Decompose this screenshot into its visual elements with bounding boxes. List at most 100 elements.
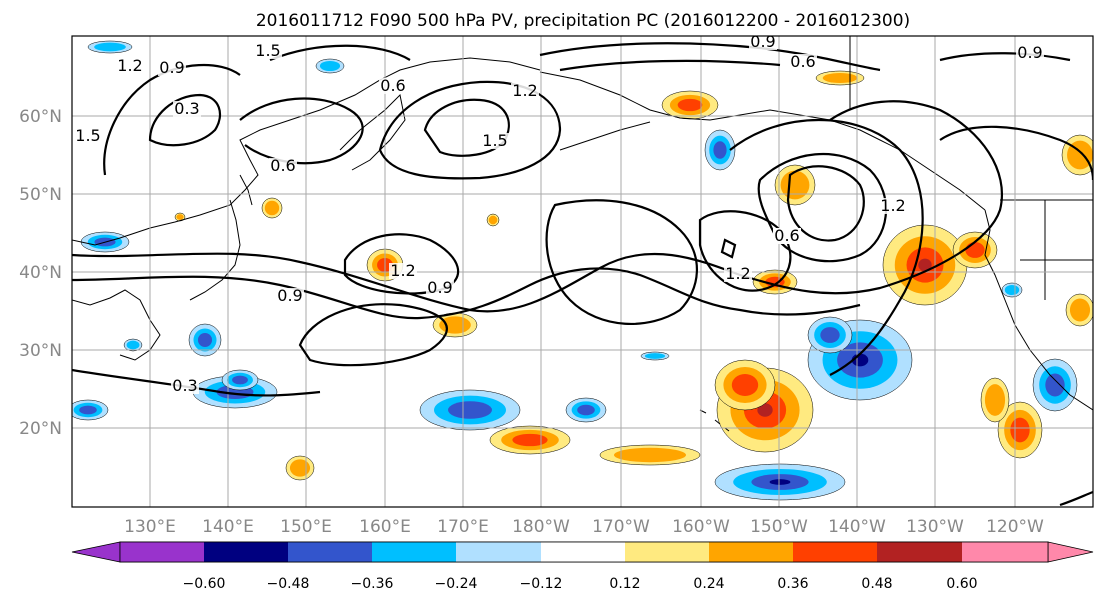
contour-label: 1.5 <box>255 41 280 60</box>
contour-label: 0.9 <box>277 286 302 305</box>
colorbar-tick-label: 0.36 <box>777 576 808 592</box>
colorbar-segment <box>962 542 1048 562</box>
colorbar-segment <box>877 542 962 562</box>
contour-label: 0.3 <box>172 376 197 395</box>
lon-tick-label: 140°E <box>202 517 254 537</box>
precip-anomaly-blob <box>980 377 1010 423</box>
latitude-labels: 60°N 50°N 40°N 30°N 20°N <box>19 107 62 439</box>
precip-anomaly-blob <box>221 369 259 391</box>
lat-tick-label: 20°N <box>19 419 62 439</box>
colorbar-tick-label: 0.48 <box>861 576 892 592</box>
pv-contours <box>72 42 1093 507</box>
precip-anomaly-blob <box>661 90 719 120</box>
lon-tick-label: 140°W <box>828 517 886 537</box>
precip-anomaly-blob <box>315 58 345 74</box>
contour-line <box>720 238 737 259</box>
contour-label: 0.9 <box>750 32 775 51</box>
precip-anomaly-blob <box>815 70 865 86</box>
contour-line <box>72 100 1003 313</box>
contour-label: 1.2 <box>117 56 142 75</box>
precip-anomaly-blob <box>882 224 968 306</box>
precip-anomaly-blob <box>714 359 776 411</box>
contour-label: 1.2 <box>880 196 905 215</box>
colorbar-extend-min <box>71 541 121 563</box>
colorbar-segment <box>709 542 793 562</box>
longitude-labels: 130°E 140°E 150°E 160°E 170°E 180°W 170°W 160°W… <box>124 517 1044 537</box>
precip-anomaly-blob <box>1032 358 1078 412</box>
precip-anomaly-blob <box>72 399 109 421</box>
contour-label: 1.5 <box>75 126 100 145</box>
contour-label: 0.9 <box>427 278 452 297</box>
precip-anomaly-blob <box>87 40 133 54</box>
contour-line <box>343 233 460 295</box>
colorbar-tick-label: 0.60 <box>946 576 977 592</box>
precip-anomaly-blob <box>704 129 736 171</box>
contour-label: 0.6 <box>774 226 799 245</box>
graticule <box>72 36 1093 507</box>
precip-anomaly-blob <box>1001 282 1023 298</box>
colorbar-segment <box>793 542 877 562</box>
precip-anomaly-blob <box>640 351 670 361</box>
contour-line <box>545 199 698 325</box>
contour-line <box>378 80 562 180</box>
contour-line <box>757 152 888 263</box>
contour-label: 0.3 <box>174 99 199 118</box>
contour-label: 0.6 <box>380 76 405 95</box>
contour-label: 1.2 <box>390 261 415 280</box>
contour-line <box>1059 490 1093 507</box>
lon-tick-label: 150°W <box>750 517 808 537</box>
lat-tick-label: 40°N <box>19 263 62 283</box>
lon-tick-label: 160°W <box>672 517 730 537</box>
map-panel: 1.5 1.2 0.9 0.3 0.9 0.6 0.6 1.2 0.9 0.6 1.5 0.6 0.9 0… <box>72 32 1093 507</box>
contour-line <box>939 125 1093 181</box>
lon-tick-label: 170°W <box>592 517 650 537</box>
colorbar-extend-max <box>1047 541 1094 563</box>
colorbar-tick-label: −0.12 <box>520 576 563 592</box>
colorbar-segment <box>541 542 625 562</box>
lon-tick-label: 120°W <box>986 517 1044 537</box>
colorbar: −0.60 −0.48 −0.36 −0.24 −0.12 0.12 0.24 0.36 0.4… <box>71 541 1094 592</box>
precip-anomaly-blob <box>486 213 500 227</box>
contour-label: 0.6 <box>270 156 295 175</box>
contour-line <box>72 267 861 320</box>
precip-anomaly-blob <box>714 463 846 501</box>
contour-line <box>269 44 411 62</box>
precip-anomaly-blob <box>285 455 315 481</box>
precip-anomaly-blob <box>599 444 701 466</box>
contour-line <box>559 59 781 72</box>
lon-tick-label: 130°W <box>906 517 964 537</box>
coastlines <box>72 36 1093 432</box>
contour-line <box>148 93 222 147</box>
precip-anomaly-blob <box>997 401 1043 459</box>
colorbar-tick-label: −0.24 <box>435 576 478 592</box>
lat-tick-label: 50°N <box>19 185 62 205</box>
precip-anomaly-blob <box>565 397 607 423</box>
contour-line <box>423 98 510 157</box>
contour-line <box>939 52 1071 62</box>
precipitation-anomaly-fill <box>72 40 1093 501</box>
colorbar-tick-label: −0.48 <box>267 576 310 592</box>
colorbar-tick-label: 0.24 <box>693 576 724 592</box>
precip-anomaly-blob <box>1065 293 1093 327</box>
colorbar-segment <box>625 542 709 562</box>
precip-anomaly-blob <box>123 338 143 352</box>
contour-line <box>72 368 321 397</box>
contour-line <box>786 165 865 242</box>
lon-tick-label: 150°E <box>280 517 332 537</box>
map-title: 2016011712 F090 500 hPa PV, precipitatio… <box>256 11 910 31</box>
colorbar-tick-label: 0.12 <box>609 576 640 592</box>
precip-anomaly-blob <box>261 197 283 219</box>
contour-label: 1.5 <box>482 131 507 150</box>
lon-tick-label: 170°E <box>437 517 489 537</box>
contour-label: 0.6 <box>790 52 815 71</box>
precip-anomaly-blob <box>188 323 222 357</box>
contour-label: 0.9 <box>159 58 184 77</box>
contour-label: 0.9 <box>1017 43 1042 62</box>
colorbar-segment <box>456 542 541 562</box>
colorbar-segment <box>204 542 288 562</box>
contour-line <box>698 210 792 292</box>
lon-tick-label: 160°E <box>359 517 411 537</box>
precip-anomaly-blob <box>952 231 998 269</box>
contour-line <box>103 63 241 176</box>
colorbar-segment <box>288 542 372 562</box>
